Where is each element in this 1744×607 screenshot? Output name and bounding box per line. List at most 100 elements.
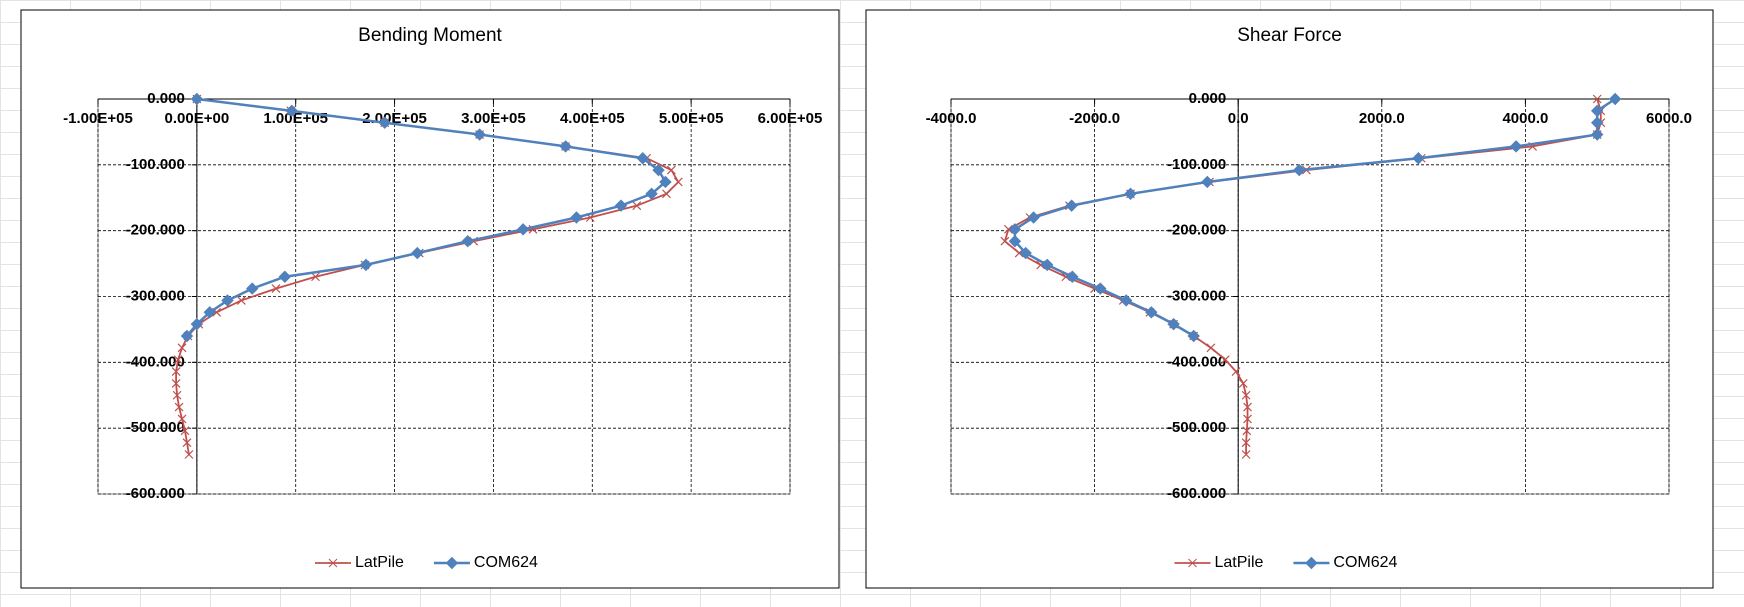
marker [1119, 294, 1133, 307]
y-tick-label: -600.000 [1167, 485, 1226, 502]
marker [1167, 317, 1180, 331]
legend-label: LatPile [355, 554, 404, 571]
marker [359, 258, 373, 272]
chart-title: Bending Moment [358, 25, 502, 46]
marker [1590, 128, 1604, 141]
marker [271, 284, 281, 294]
marker [645, 187, 658, 201]
marker [172, 390, 182, 400]
marker [1000, 236, 1010, 246]
marker [1231, 367, 1241, 376]
marker [1241, 450, 1251, 459]
marker [614, 199, 628, 212]
marker [1242, 426, 1252, 436]
marker [1590, 116, 1604, 129]
marker [1590, 104, 1604, 118]
marker [184, 450, 194, 459]
marker [1608, 92, 1622, 106]
marker [1065, 199, 1078, 212]
y-tick-label: -100.000 [1167, 156, 1226, 173]
legend-marker [1188, 558, 1197, 568]
marker [1066, 270, 1079, 283]
x-tick-label: 6000.0 [1646, 110, 1692, 127]
marker [632, 201, 642, 211]
marker [473, 128, 486, 141]
marker [1243, 402, 1252, 412]
y-tick-label: -400.000 [126, 353, 185, 370]
marker [411, 246, 424, 260]
y-tick-label: -200.000 [1167, 222, 1226, 239]
marker [1041, 258, 1054, 272]
x-tick-label: 3.00E+05 [461, 110, 526, 127]
marker [1509, 140, 1523, 153]
marker [1019, 246, 1032, 260]
marker [1238, 378, 1248, 388]
marker [1187, 329, 1200, 343]
marker [1094, 282, 1107, 295]
x-tick-label: 2000.0 [1359, 110, 1405, 127]
legend-marker [1305, 556, 1318, 570]
chart-area [865, 9, 1714, 589]
marker [246, 282, 259, 295]
marker [461, 234, 474, 248]
y-tick-label: -300.000 [1167, 287, 1226, 304]
marker [1008, 223, 1022, 236]
legend-label: LatPile [1215, 554, 1264, 571]
marker [1004, 224, 1013, 234]
chart: Shear Force-4000.0 -2000.0 0.0 2000.0 4000.0… [865, 9, 1714, 589]
x-tick-label: 6.00E+05 [758, 110, 823, 127]
marker [652, 163, 665, 177]
marker [177, 414, 187, 424]
marker [659, 175, 672, 189]
marker [285, 104, 298, 118]
y-tick-label: -400.000 [1167, 353, 1226, 370]
marker [182, 438, 192, 448]
x-tick-label: 4.00E+05 [560, 110, 625, 127]
y-tick-label: -200.000 [126, 222, 185, 239]
y-tick-label: -300.000 [126, 287, 185, 304]
y-tick-label: -500.000 [1167, 419, 1226, 436]
marker [236, 296, 246, 305]
marker [190, 317, 204, 331]
marker [673, 177, 683, 187]
marker [516, 223, 530, 236]
marker [1241, 438, 1251, 448]
marker [1243, 414, 1252, 424]
legend-marker [445, 556, 459, 570]
marker [1241, 390, 1251, 400]
marker [1592, 94, 1602, 104]
x-tick-label: -1.00E+05 [63, 110, 133, 127]
x-tick-label: 5.00E+05 [659, 110, 724, 127]
marker [378, 116, 391, 129]
marker [666, 165, 676, 175]
marker [173, 355, 183, 365]
marker [171, 367, 181, 376]
marker [570, 211, 583, 224]
marker [278, 270, 292, 283]
marker [662, 189, 671, 199]
marker [171, 378, 181, 388]
legend-marker [328, 558, 338, 568]
marker [177, 343, 187, 353]
legend-label: COM624 [474, 554, 538, 571]
marker [190, 92, 204, 106]
marker [221, 294, 234, 307]
chart-area [20, 9, 840, 589]
marker [1412, 152, 1425, 165]
x-tick-label: 4000.0 [1502, 110, 1548, 127]
x-tick-label: -4000.0 [926, 110, 977, 127]
marker [636, 152, 649, 165]
y-tick-label: -500.000 [126, 419, 185, 436]
y-tick-label: 0.000 [147, 90, 185, 107]
marker [1220, 355, 1230, 365]
marker [1008, 234, 1022, 248]
marker [1124, 187, 1137, 201]
marker [1206, 343, 1216, 353]
marker [559, 140, 572, 153]
y-tick-label: -100.000 [126, 156, 185, 173]
chart-title: Shear Force [1237, 25, 1342, 46]
marker [180, 426, 190, 436]
marker [1027, 211, 1040, 224]
y-tick-label: -600.000 [126, 485, 185, 502]
